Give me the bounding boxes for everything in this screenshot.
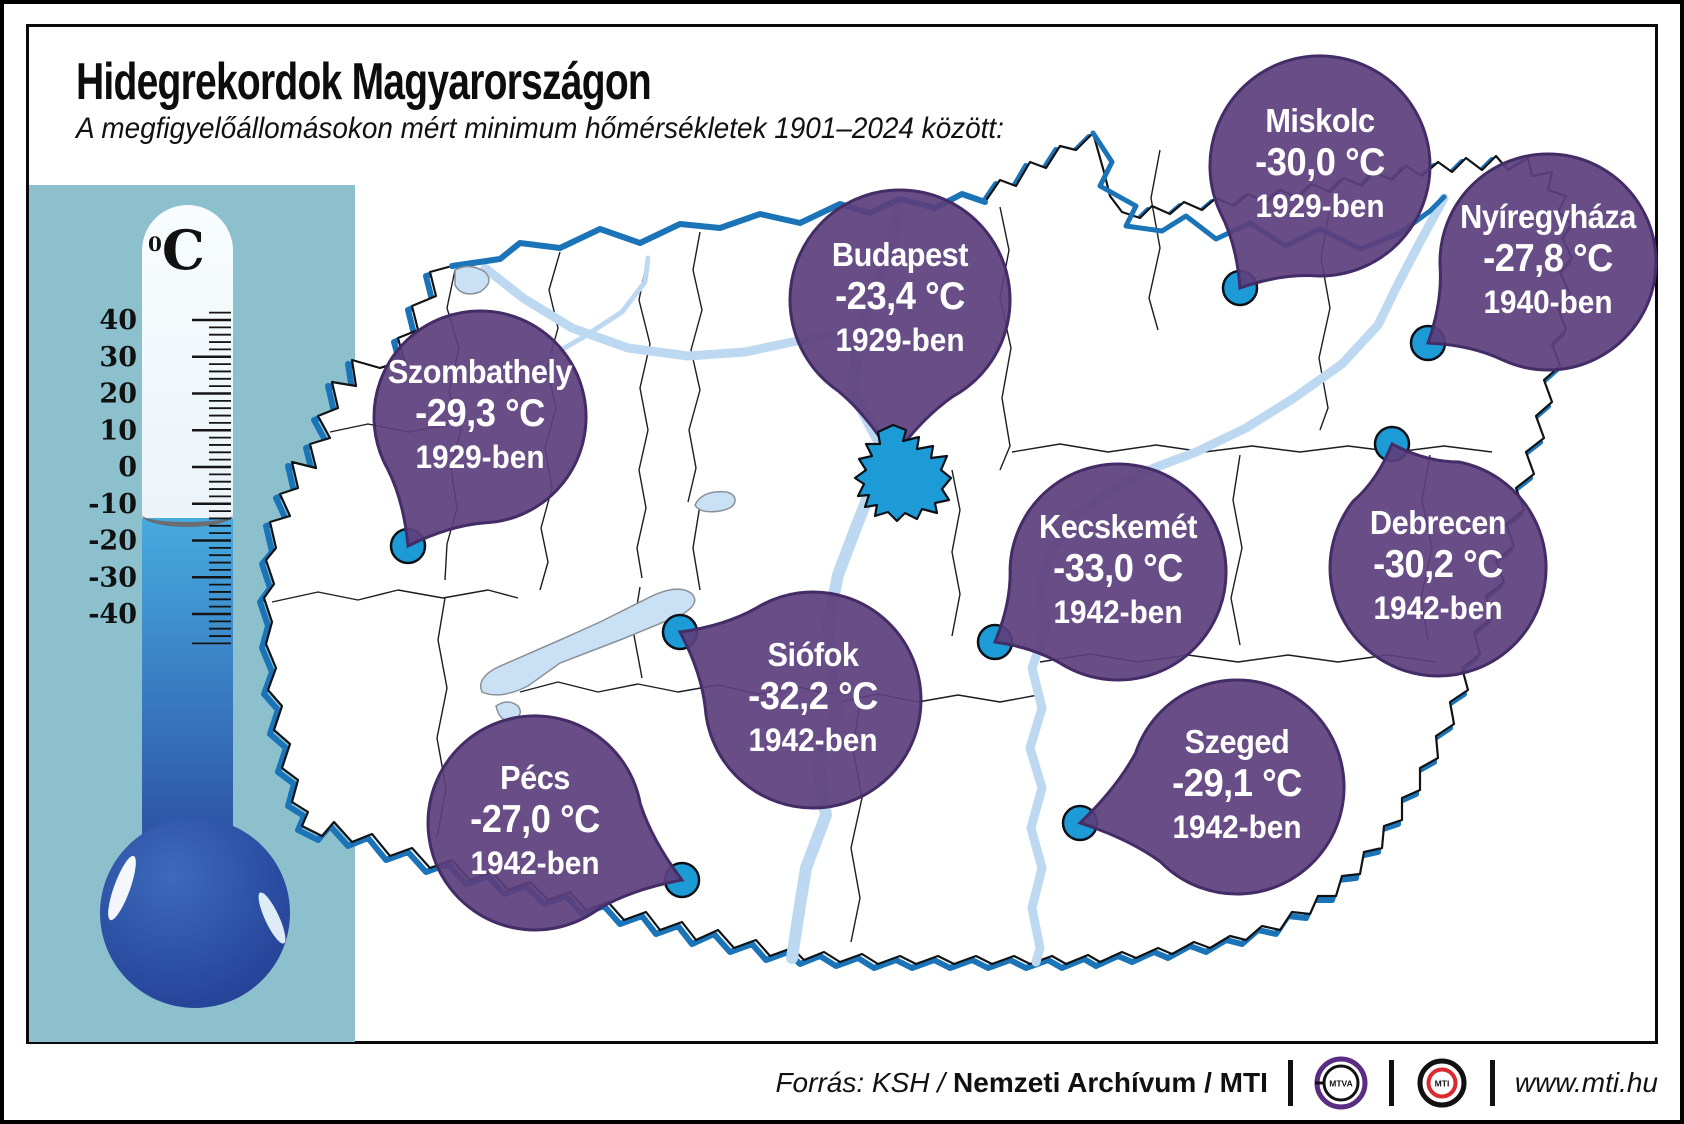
degree-zero-glyph: 0 [148, 232, 162, 256]
footer: Forrás: KSH / Nemzeti Archívum / MTI MTVA… [775, 1052, 1658, 1114]
source-credit: Forrás: KSH / Nemzeti Archívum / MTI [775, 1067, 1267, 1099]
page-title: Hidegrekordok Magyarországon [76, 53, 652, 111]
website-url: www.mti.hu [1514, 1067, 1658, 1098]
scale-label: -40 [88, 599, 137, 630]
station-balloon-siofok [677, 590, 923, 810]
station-balloon-kecskemet [992, 462, 1228, 682]
lake-balaton [480, 588, 696, 696]
station-balloon-pecs [426, 714, 685, 932]
mtva-logo: MTVA [1314, 1056, 1368, 1110]
mtva-logo-text: MTVA [1329, 1079, 1352, 1089]
station-balloon-szombathely [372, 309, 588, 549]
station-balloon-debrecen [1328, 441, 1548, 678]
page-subtitle: A megfigyelőállomásokon mért minimum hőm… [76, 112, 1004, 145]
scale-label: 20 [99, 379, 137, 410]
mti-logo: MTI [1417, 1058, 1467, 1108]
scale-label: 10 [99, 415, 137, 446]
station-balloon-miskolc [1208, 54, 1432, 291]
thermometer-scale: 40 30 20 10 0 -10 -20 -30 -40 [88, 305, 231, 645]
budapest-city-polygon [853, 423, 953, 523]
celsius-glyph: C [161, 218, 205, 282]
mti-logo-text: MTI [1435, 1079, 1450, 1089]
lake-kis-balaton [495, 701, 521, 722]
scale-label: -10 [88, 489, 137, 520]
footer-divider [1388, 1060, 1394, 1106]
footer-divider [1489, 1060, 1495, 1106]
thermometer-mercury [142, 518, 233, 858]
scale-label: 0 [118, 452, 137, 483]
lake-velence [694, 490, 736, 513]
footer-divider [1287, 1060, 1293, 1106]
station-balloon-nyiregyhaza [1425, 152, 1658, 372]
source-agencies: Nemzeti Archívum / MTI [953, 1067, 1268, 1098]
scale-label: -20 [88, 526, 137, 557]
source-prefix: Forrás: KSH / [775, 1067, 946, 1098]
scale-label: -30 [88, 562, 137, 593]
scale-label: 30 [99, 342, 137, 373]
thermometer-bulb [100, 818, 290, 1008]
bulb-highlights [108, 855, 286, 944]
station-balloons-layer [372, 54, 1658, 932]
station-balloon-szeged [1077, 678, 1346, 896]
scale-label: 40 [99, 305, 137, 336]
thermometer-unit-label: 0C [148, 218, 205, 282]
thermometer-meniscus [142, 503, 233, 527]
lake-ferto [454, 265, 490, 295]
lakes [454, 265, 736, 722]
